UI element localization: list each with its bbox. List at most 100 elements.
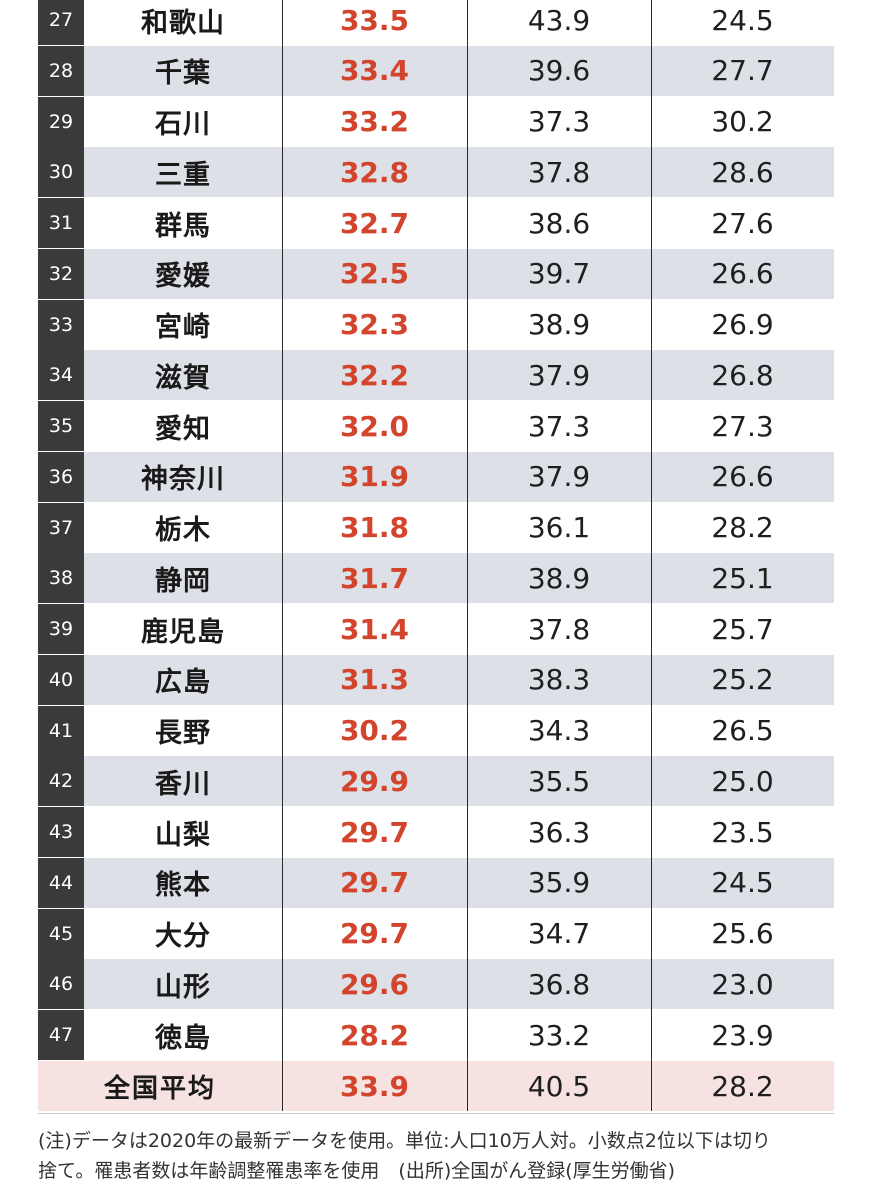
- value-2: 38.6: [527, 206, 591, 240]
- value-3: 23.0: [711, 967, 774, 1001]
- table-row: 39 鹿児島 31.4 37.8 25.7: [38, 604, 834, 654]
- table-row: 38 静岡 31.7 38.9 25.1: [38, 553, 834, 604]
- value-2: 43.9: [527, 3, 591, 37]
- rank-number: 46: [38, 959, 84, 1010]
- average-value-1: 33.9: [339, 1069, 410, 1103]
- rank-number: 34: [38, 350, 84, 401]
- rank-number: 30: [38, 147, 84, 198]
- column-divider: [651, 0, 652, 1111]
- value-2: 36.3: [527, 815, 591, 849]
- rank-number: 41: [38, 705, 84, 756]
- value-3: 25.2: [711, 663, 774, 697]
- value-3: 24.5: [711, 866, 774, 900]
- value-2: 38.9: [527, 308, 591, 341]
- column-divider: [467, 0, 468, 1111]
- table-row: 44 熊本 29.7 35.9 24.5: [38, 857, 834, 908]
- prefecture-name: 三重: [155, 159, 211, 191]
- value-1: 31.8: [339, 511, 410, 544]
- rank-number: 32: [38, 248, 84, 299]
- value-1: 32.8: [339, 155, 410, 189]
- value-2: 39.6: [527, 54, 591, 88]
- table-row: 37 栃木 31.8 36.1 28.2: [38, 502, 834, 553]
- prefecture-name: 愛媛: [155, 261, 211, 293]
- value-3: 30.2: [711, 105, 774, 138]
- value-3: 27.7: [711, 54, 774, 88]
- table-row: 29 石川 33.2 37.3 30.2: [38, 96, 834, 147]
- table-row: 41 長野 30.2 34.3 26.5: [38, 705, 834, 756]
- prefecture-name: 愛知: [155, 413, 211, 445]
- value-1: 32.2: [339, 358, 410, 392]
- table-bottom-rule: [38, 1113, 834, 1114]
- ranking-table: 27 和歌山 33.5 43.9 24.5 28 千葉 33.4 39.6 27.7 29 石川 33.…: [38, 0, 834, 1114]
- rank-number: 28: [38, 45, 84, 96]
- value-3: 23.9: [711, 1018, 774, 1052]
- table-row: 31 群馬 32.7 38.6 27.6: [38, 198, 834, 248]
- value-1: 33.2: [339, 105, 410, 138]
- prefecture-name: 静岡: [155, 565, 211, 597]
- table-row: 46 山形 29.6 36.8 23.0: [38, 959, 834, 1010]
- value-2: 39.7: [527, 257, 591, 291]
- prefecture-name: 香川: [155, 768, 211, 800]
- value-2: 38.3: [527, 663, 591, 697]
- value-1: 31.7: [339, 561, 410, 595]
- value-1: 29.7: [339, 866, 410, 900]
- prefecture-name: 徳島: [155, 1022, 211, 1054]
- value-3: 26.8: [711, 358, 774, 392]
- table-row: 36 神奈川 31.9 37.9 26.6: [38, 451, 834, 502]
- value-1: 29.6: [339, 967, 410, 1001]
- value-2: 36.1: [527, 511, 591, 544]
- prefecture-name: 大分: [155, 921, 211, 952]
- value-2: 37.9: [527, 358, 591, 392]
- prefecture-name: 広島: [155, 667, 211, 699]
- value-3: 25.0: [711, 764, 774, 798]
- value-1: 30.2: [339, 714, 410, 747]
- rank-number: 37: [38, 502, 84, 553]
- rank-number: 39: [38, 604, 84, 654]
- value-1: 31.4: [339, 612, 410, 646]
- value-1: 32.3: [339, 308, 410, 341]
- value-1: 31.9: [339, 460, 410, 494]
- footnote-line-2: 捨て。罹患者数は年齢調整罹患率を使用 (出所)全国がん登録(厚生労働省): [38, 1160, 676, 1182]
- value-3: 25.1: [711, 561, 774, 595]
- value-2: 34.7: [527, 917, 591, 950]
- value-1: 29.7: [339, 815, 410, 849]
- average-value-2: 40.5: [527, 1069, 591, 1103]
- rank-number: 27: [38, 0, 84, 45]
- value-3: 23.5: [711, 815, 774, 849]
- prefecture-name: 神奈川: [141, 464, 225, 496]
- rank-number: 42: [38, 756, 84, 807]
- table-row: 27 和歌山 33.5 43.9 24.5: [38, 0, 834, 45]
- value-3: 28.2: [711, 511, 774, 544]
- prefecture-name: 山梨: [155, 819, 211, 851]
- prefecture-name: 栃木: [155, 515, 211, 546]
- table-row: 47 徳島 28.2 33.2 23.9: [38, 1010, 834, 1060]
- value-3: 26.9: [711, 308, 774, 341]
- value-2: 35.5: [527, 764, 591, 798]
- value-3: 26.5: [711, 714, 774, 747]
- value-2: 33.2: [527, 1018, 591, 1052]
- value-2: 37.8: [527, 612, 591, 646]
- prefecture-name: 群馬: [155, 210, 211, 242]
- table-row: 43 山梨 29.7 36.3 23.5: [38, 807, 834, 857]
- table-row: 33 宮崎 32.3 38.9 26.9: [38, 299, 834, 350]
- table-row: 45 大分 29.7 34.7 25.6: [38, 908, 834, 959]
- prefecture-name: 鹿児島: [141, 616, 225, 648]
- table-row: 30 三重 32.8 37.8 28.6: [38, 147, 834, 198]
- prefecture-name: 和歌山: [141, 7, 225, 39]
- value-1: 29.7: [339, 917, 410, 950]
- table-row: 28 千葉 33.4 39.6 27.7: [38, 45, 834, 96]
- rank-number: 35: [38, 401, 84, 451]
- table-row: 35 愛知 32.0 37.3 27.3: [38, 401, 834, 451]
- footnote: (注)データは2020年の最新データを使用。単位:人口10万人対。小数点2位以下…: [38, 1126, 838, 1186]
- value-1: 32.7: [339, 206, 410, 240]
- value-1: 29.9: [339, 764, 410, 798]
- footnote-line-1: (注)データは2020年の最新データを使用。単位:人口10万人対。小数点2位以下…: [38, 1130, 771, 1152]
- rank-number: 33: [38, 299, 84, 350]
- rank-number: 43: [38, 807, 84, 857]
- rank-number: 44: [38, 857, 84, 908]
- value-2: 37.3: [527, 105, 591, 138]
- value-3: 24.5: [711, 3, 774, 37]
- prefecture-name: 山形: [155, 971, 211, 1003]
- table-row: 32 愛媛 32.5 39.7 26.6: [38, 248, 834, 299]
- value-3: 28.6: [711, 155, 774, 189]
